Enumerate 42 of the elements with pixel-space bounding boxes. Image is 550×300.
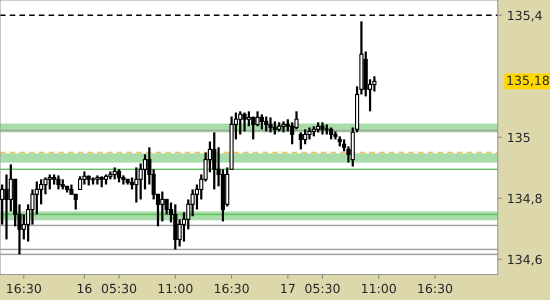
x-tick-label: 05:30 — [305, 284, 340, 294]
candlestick — [104, 173, 108, 186]
candlestick — [78, 175, 82, 191]
y-tick-label: 135,4 — [508, 10, 542, 22]
candlestick — [272, 120, 277, 136]
candlestick — [242, 111, 247, 133]
candlestick — [4, 173, 9, 241]
candlestick — [212, 131, 216, 191]
candlestick — [48, 173, 52, 191]
candlestick — [268, 116, 273, 134]
x-tick-label: 05:30 — [102, 284, 136, 294]
candlestick — [112, 166, 117, 180]
x-tick-label: 16:30 — [7, 284, 41, 294]
candlestick — [100, 175, 104, 188]
candlestick — [329, 126, 334, 140]
x-tick-label: 17 — [281, 284, 295, 294]
y-tick-label: 135 — [508, 132, 530, 142]
candlestick — [338, 135, 342, 148]
candlestick — [116, 168, 122, 184]
y-tick-label: 134,8 — [508, 194, 542, 204]
candlestick — [281, 120, 286, 134]
candlestick — [320, 121, 325, 136]
candlestick — [312, 125, 316, 138]
text: 135,18 — [507, 76, 549, 86]
x-tick-label: 16:30 — [214, 284, 249, 294]
x-tick-label: 11:00 — [158, 284, 192, 294]
candlestick — [264, 115, 268, 133]
candlestick — [277, 121, 282, 133]
x-tick-label: 16:30 — [418, 284, 452, 294]
candlestick — [298, 131, 303, 151]
x-tick-label: 16 — [78, 284, 92, 294]
x-tick-label: 11:00 — [362, 284, 396, 294]
candlestick — [134, 166, 138, 204]
candlestick — [251, 115, 256, 140]
candlestick — [160, 190, 164, 223]
candlestick — [307, 126, 312, 140]
candlestick — [130, 176, 134, 191]
candlestick — [60, 178, 65, 191]
candlestick — [255, 110, 260, 128]
candlestick — [238, 110, 242, 136]
candlestick — [74, 193, 78, 211]
y-tick-label: 134,6 — [508, 254, 542, 266]
